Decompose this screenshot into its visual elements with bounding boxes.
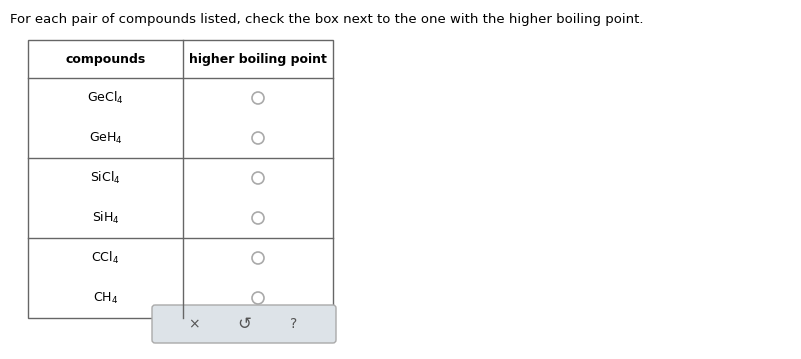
Text: SiCl$_4$: SiCl$_4$ <box>91 170 121 186</box>
Text: GeCl$_4$: GeCl$_4$ <box>87 90 124 106</box>
Text: For each pair of compounds listed, check the box next to the one with the higher: For each pair of compounds listed, check… <box>10 13 643 26</box>
Text: ×: × <box>188 317 200 331</box>
Bar <box>28 40 333 318</box>
Text: CCl$_4$: CCl$_4$ <box>91 250 119 266</box>
Text: ↺: ↺ <box>237 315 251 333</box>
FancyBboxPatch shape <box>152 305 336 343</box>
Text: CH$_4$: CH$_4$ <box>93 290 118 306</box>
Text: higher boiling point: higher boiling point <box>189 52 327 65</box>
Text: ?: ? <box>290 317 297 331</box>
Text: SiH$_4$: SiH$_4$ <box>91 210 119 226</box>
Text: GeH$_4$: GeH$_4$ <box>89 130 123 145</box>
Text: compounds: compounds <box>66 52 146 65</box>
